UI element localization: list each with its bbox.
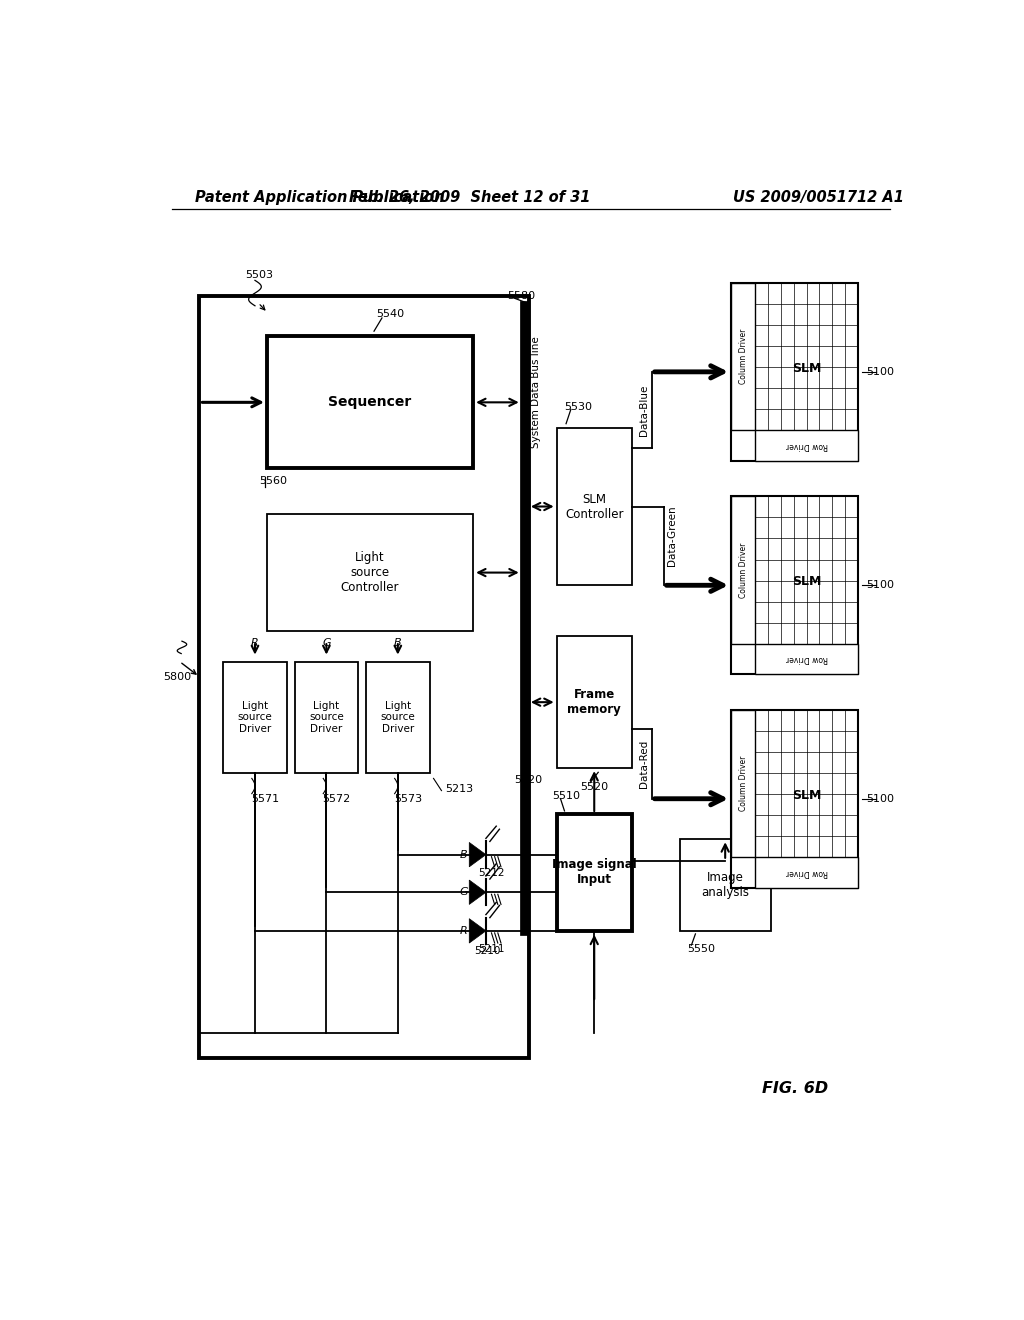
Bar: [755, 644, 858, 675]
Text: US 2009/0051712 A1: US 2009/0051712 A1: [733, 190, 904, 205]
Text: Light
source
Driver: Light source Driver: [309, 701, 344, 734]
Text: Column Driver: Column Driver: [738, 329, 748, 384]
Text: Image
analysis: Image analysis: [701, 871, 750, 899]
Text: 5580: 5580: [507, 290, 535, 301]
Bar: [557, 428, 632, 585]
Text: 5550: 5550: [687, 944, 716, 954]
Text: G: G: [460, 887, 468, 898]
Bar: [223, 661, 287, 774]
Bar: [731, 710, 755, 857]
Text: 5571: 5571: [251, 793, 280, 804]
Text: Sequencer: Sequencer: [329, 395, 412, 409]
Text: 5520: 5520: [581, 781, 608, 792]
Text: 5520: 5520: [514, 775, 543, 785]
Text: Frame
memory: Frame memory: [567, 688, 622, 717]
Text: Data-Red: Data-Red: [639, 739, 649, 788]
Text: 5573: 5573: [394, 793, 422, 804]
Polygon shape: [469, 842, 486, 867]
Text: 5510: 5510: [553, 791, 581, 801]
Text: 5540: 5540: [376, 309, 403, 319]
Polygon shape: [469, 880, 486, 904]
Text: R: R: [460, 925, 468, 936]
Text: Column Driver: Column Driver: [738, 756, 748, 812]
Text: Feb. 26, 2009  Sheet 12 of 31: Feb. 26, 2009 Sheet 12 of 31: [348, 190, 590, 205]
Text: 5800: 5800: [163, 672, 191, 681]
Bar: [267, 337, 473, 469]
Text: 5100: 5100: [866, 581, 894, 590]
Text: FIG. 6D: FIG. 6D: [762, 1081, 827, 1096]
Text: Data-Green: Data-Green: [667, 506, 677, 566]
Text: 5572: 5572: [323, 793, 350, 804]
Text: R: R: [251, 639, 259, 648]
Bar: [295, 661, 358, 774]
Text: 5100: 5100: [866, 793, 894, 804]
Bar: [731, 282, 755, 430]
Text: SLM
Controller: SLM Controller: [565, 492, 624, 520]
Text: 5212: 5212: [478, 869, 505, 878]
Text: B: B: [394, 639, 401, 648]
Text: 5560: 5560: [259, 475, 287, 486]
Text: SLM: SLM: [792, 362, 821, 375]
Text: Row Driver: Row Driver: [785, 869, 827, 876]
Text: 5503: 5503: [246, 271, 273, 280]
Bar: [557, 636, 632, 768]
Text: Patent Application Publication: Patent Application Publication: [196, 190, 445, 205]
Text: 5530: 5530: [564, 403, 593, 412]
Polygon shape: [469, 919, 486, 942]
Text: Light
source
Driver: Light source Driver: [381, 701, 415, 734]
Text: 5100: 5100: [866, 367, 894, 376]
Text: Light
source
Controller: Light source Controller: [341, 550, 399, 594]
Bar: [731, 496, 858, 675]
Bar: [680, 840, 771, 931]
Bar: [755, 857, 858, 887]
Text: 5211: 5211: [478, 944, 505, 954]
Text: SLM: SLM: [792, 576, 821, 589]
Bar: [731, 282, 858, 461]
Bar: [731, 496, 755, 644]
Bar: [755, 430, 858, 461]
Bar: [267, 515, 473, 631]
Text: G: G: [323, 639, 331, 648]
Bar: [200, 296, 528, 1057]
Text: SLM: SLM: [792, 789, 821, 801]
Text: System Data Bus line: System Data Bus line: [531, 337, 541, 447]
Bar: [731, 710, 858, 887]
Text: Column Driver: Column Driver: [738, 543, 748, 598]
Text: Light
source
Driver: Light source Driver: [238, 701, 272, 734]
Bar: [557, 814, 632, 931]
Text: Row Driver: Row Driver: [785, 655, 827, 664]
Bar: [367, 661, 430, 774]
Text: Row Driver: Row Driver: [785, 441, 827, 450]
Text: Image signal
Input: Image signal Input: [552, 858, 637, 887]
Text: B: B: [460, 850, 468, 859]
Text: Data-Blue: Data-Blue: [639, 384, 649, 436]
Text: 5210: 5210: [474, 946, 501, 956]
Text: 5213: 5213: [445, 784, 473, 793]
